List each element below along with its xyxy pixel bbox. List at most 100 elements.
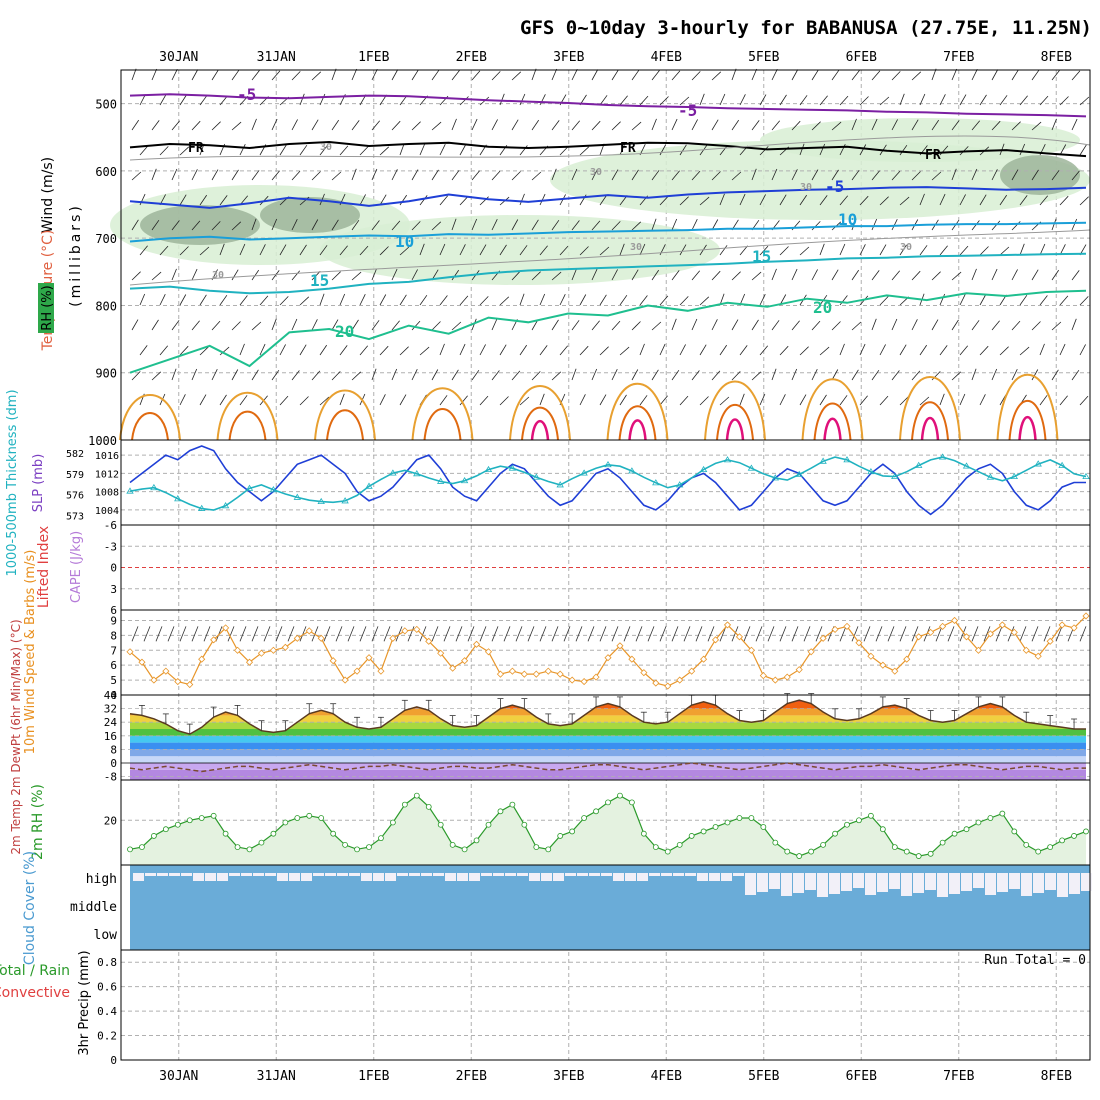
wind-barb [219, 195, 228, 206]
wind-barb [779, 394, 786, 406]
wind-barb [491, 219, 498, 231]
rh-marker [246, 846, 253, 853]
wind-barb [711, 270, 721, 281]
temperature-contour [216, 391, 279, 441]
wind-barb [171, 120, 181, 131]
wind-barb [479, 395, 489, 406]
temperature-band [130, 701, 1086, 709]
wind-barb [791, 120, 801, 131]
contour-label: FR [620, 141, 636, 156]
day-label-top: 5FEB [748, 50, 779, 65]
wind-tick-label: 7 [110, 644, 117, 657]
wind-barb [959, 393, 966, 406]
wind-barb [911, 370, 921, 381]
wind-barb [1011, 69, 1019, 81]
wind-barb [931, 271, 941, 281]
wind-barb [599, 194, 608, 206]
cloud-gap [661, 873, 672, 876]
wind-barb [631, 269, 639, 281]
rh-axis-swatch [38, 283, 54, 333]
wind-barb [819, 143, 826, 156]
wind-barb [319, 193, 325, 206]
wind-barb [751, 68, 758, 81]
cloud-gap [589, 873, 600, 876]
wind-barb [911, 119, 919, 131]
cloud-gap [145, 873, 156, 876]
wind-barb [899, 396, 909, 406]
rh-marker [736, 815, 743, 821]
wind-speed-marker [1046, 637, 1054, 645]
surface-wind-barb [467, 626, 475, 642]
wind-barb [611, 69, 619, 81]
wind-barb [159, 345, 169, 356]
wind-barb [511, 370, 521, 381]
wind-barb [1051, 170, 1060, 181]
cloud-gap [985, 873, 996, 895]
wind-barb [571, 120, 581, 131]
wind-barb [271, 70, 281, 81]
surface-wind-barb [695, 626, 703, 642]
wind-barb [871, 270, 880, 281]
wind-barb [439, 243, 446, 256]
wind-barb [431, 321, 441, 331]
wind-barb [711, 119, 719, 131]
wind-barb [1079, 395, 1089, 406]
wind-barb [791, 169, 798, 181]
thickness-marker [269, 486, 278, 493]
wind-barb [271, 118, 278, 131]
temp-tick-label: -8 [104, 771, 117, 784]
surface-wind-barb [887, 626, 895, 642]
wind-barb [511, 119, 519, 131]
surface-wind-barb [323, 626, 331, 642]
wind-barb [871, 170, 880, 181]
wind-barb [379, 146, 390, 156]
cloud-gap [649, 873, 660, 876]
wind-barb [491, 119, 498, 131]
wind-barb [171, 168, 178, 181]
wind-speed-marker [700, 655, 708, 663]
wind-barb [419, 243, 425, 256]
rh-marker [605, 799, 611, 806]
wind-speed-marker [245, 658, 254, 666]
wind-barb [859, 244, 866, 256]
wind-barb [651, 170, 660, 181]
run-total-label: Run Total = 0 [984, 953, 1086, 968]
wind-barb [411, 121, 421, 131]
wind-barb [651, 70, 660, 81]
wind-barb [519, 245, 528, 256]
wind-barb [991, 169, 998, 181]
rh-marker [784, 848, 791, 855]
rh-marker [473, 837, 480, 844]
wind-barb [331, 171, 342, 181]
wind-barb [491, 370, 500, 381]
wind-barb [291, 170, 301, 181]
contour-label: -5 [237, 85, 256, 104]
wind-barb [171, 368, 177, 381]
wind-barb [591, 220, 601, 231]
wind-barb [1031, 69, 1040, 81]
wind-barb [399, 194, 408, 206]
wind-barb [319, 396, 330, 406]
wind-barb [691, 119, 698, 131]
cloud-gap [625, 873, 636, 881]
wind-barb [179, 246, 189, 256]
wind-barb [339, 393, 345, 406]
wind-barb [599, 346, 609, 356]
slp-tick-label: 1004 [95, 506, 119, 517]
wind-barb [191, 120, 201, 131]
rh-marker [1011, 828, 1018, 835]
wind-barb [899, 144, 908, 156]
surface-wind-barb [779, 626, 787, 642]
thickness-marker [150, 483, 158, 491]
surface-wind-barb [239, 626, 247, 642]
wind-barb [819, 346, 830, 356]
rh-marker [222, 830, 229, 837]
temp-tick-label: 8 [110, 743, 117, 756]
wind-barb [471, 218, 478, 231]
wind-barb [179, 294, 187, 306]
wind-barb [1059, 295, 1069, 306]
wind-barb [659, 343, 666, 356]
wind-barb [759, 345, 769, 356]
wind-barb [1039, 295, 1048, 306]
wind-barb [891, 71, 901, 81]
